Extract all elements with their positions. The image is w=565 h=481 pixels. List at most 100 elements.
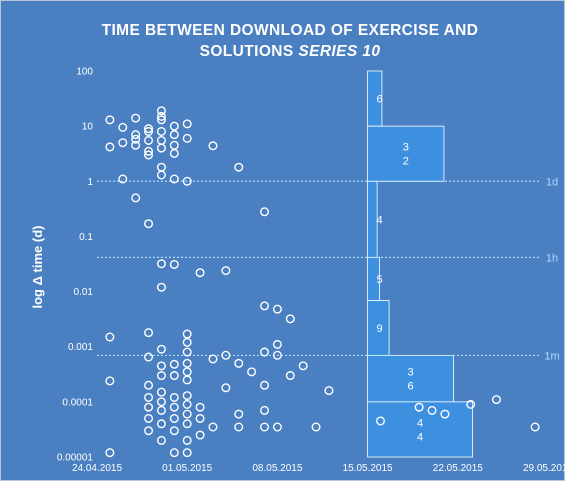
data-point bbox=[156, 435, 166, 445]
data-point bbox=[144, 135, 154, 145]
chart-title-main: TIME BETWEEN DOWNLOAD OF EXERCISE AND SO… bbox=[101, 22, 479, 60]
data-point bbox=[466, 399, 476, 409]
data-point bbox=[182, 409, 192, 419]
data-point bbox=[182, 399, 192, 409]
data-point bbox=[105, 332, 115, 342]
data-point bbox=[156, 162, 166, 172]
data-point bbox=[156, 397, 166, 407]
data-point bbox=[144, 413, 154, 423]
data-point bbox=[156, 259, 166, 269]
histogram-bar-label: 5 bbox=[377, 274, 383, 286]
data-point bbox=[247, 367, 257, 377]
data-point bbox=[156, 106, 166, 116]
data-point bbox=[182, 375, 192, 385]
x-tick-label: 08.05.2015 bbox=[252, 463, 302, 474]
histogram-bar bbox=[367, 355, 454, 403]
histogram-bar-label: 9 bbox=[377, 323, 383, 335]
data-point bbox=[182, 347, 192, 357]
data-point bbox=[169, 448, 179, 458]
data-point bbox=[182, 435, 192, 445]
data-point bbox=[182, 367, 192, 377]
y-tick-label: 10 bbox=[82, 122, 94, 133]
y-axis-title: log Δ time (d) bbox=[30, 225, 45, 308]
data-point bbox=[169, 402, 179, 412]
x-tick-label: 29.05.2015 bbox=[523, 463, 565, 474]
data-point bbox=[414, 402, 424, 412]
data-point bbox=[260, 207, 270, 217]
data-point bbox=[530, 422, 540, 432]
data-point bbox=[491, 395, 501, 405]
data-point bbox=[182, 419, 192, 429]
x-tick-label: 01.05.2015 bbox=[162, 463, 212, 474]
data-point bbox=[156, 282, 166, 292]
data-point bbox=[144, 219, 154, 229]
data-point bbox=[156, 344, 166, 354]
data-point bbox=[169, 130, 179, 140]
data-point bbox=[234, 358, 244, 368]
data-point bbox=[208, 141, 218, 151]
y-tick-labels: 100 10 1 0.1 0.01 0.001 0.0001 0.00001 bbox=[57, 67, 94, 464]
data-point bbox=[169, 392, 179, 402]
data-point bbox=[144, 380, 154, 390]
data-point bbox=[105, 142, 115, 152]
x-tick-labels: 24.04.2015 01.05.2015 08.05.2015 15.05.2015… bbox=[72, 463, 565, 474]
data-point bbox=[272, 422, 282, 432]
data-point bbox=[182, 119, 192, 129]
y-tick-label: 0.01 bbox=[74, 287, 94, 298]
histogram-bar-label: 6 bbox=[377, 94, 383, 106]
histogram-bar-label: 6 bbox=[407, 381, 413, 393]
data-point bbox=[324, 386, 334, 396]
data-point bbox=[105, 115, 115, 125]
reference-line-label: 1m bbox=[544, 350, 559, 362]
data-point bbox=[105, 376, 115, 386]
histogram-bar bbox=[367, 125, 445, 182]
data-point bbox=[221, 350, 231, 360]
y-tick-label: 0.0001 bbox=[62, 397, 93, 408]
data-point bbox=[182, 337, 192, 347]
data-point bbox=[144, 126, 154, 136]
data-point bbox=[156, 387, 166, 397]
data-point bbox=[182, 448, 192, 458]
chart-title: TIME BETWEEN DOWNLOAD OF EXERCISE AND SO… bbox=[60, 20, 520, 62]
data-point bbox=[272, 304, 282, 314]
y-tick-label: 100 bbox=[76, 67, 93, 78]
data-point bbox=[169, 426, 179, 436]
data-point bbox=[272, 339, 282, 349]
data-point bbox=[234, 162, 244, 172]
data-point bbox=[144, 352, 154, 362]
histogram-bar-label: 4 bbox=[417, 417, 423, 429]
y-tick-label: 0.1 bbox=[79, 232, 93, 243]
data-point bbox=[144, 392, 154, 402]
data-point bbox=[156, 371, 166, 381]
data-point bbox=[298, 361, 308, 371]
data-point bbox=[208, 422, 218, 432]
x-tick-label: 24.04.2015 bbox=[72, 463, 122, 474]
reference-lines: 1d 1h 1m bbox=[97, 176, 560, 362]
data-point bbox=[169, 121, 179, 131]
data-point bbox=[221, 383, 231, 393]
data-point bbox=[260, 301, 270, 311]
data-point bbox=[182, 329, 192, 339]
data-point bbox=[195, 430, 205, 440]
data-point bbox=[234, 422, 244, 432]
data-point bbox=[144, 124, 154, 134]
x-tick-label: 15.05.2015 bbox=[343, 463, 393, 474]
data-point bbox=[182, 391, 192, 401]
data-point bbox=[156, 135, 166, 145]
data-point bbox=[260, 347, 270, 357]
reference-line-label: 1h bbox=[546, 252, 558, 264]
data-point bbox=[195, 413, 205, 423]
data-point bbox=[169, 371, 179, 381]
data-point bbox=[427, 405, 437, 415]
histogram-bar-label: 4 bbox=[377, 214, 383, 226]
x-tick-label: 22.05.2015 bbox=[433, 463, 483, 474]
data-point bbox=[375, 416, 385, 426]
data-point bbox=[156, 405, 166, 415]
data-point bbox=[156, 111, 166, 121]
data-point bbox=[131, 140, 141, 150]
data-point bbox=[285, 314, 295, 324]
chart-title-series: SERIES 10 bbox=[298, 43, 381, 60]
histogram-bars: 6 3 2 4 5 9 3 6 4 4 bbox=[367, 70, 474, 458]
data-point bbox=[195, 268, 205, 278]
